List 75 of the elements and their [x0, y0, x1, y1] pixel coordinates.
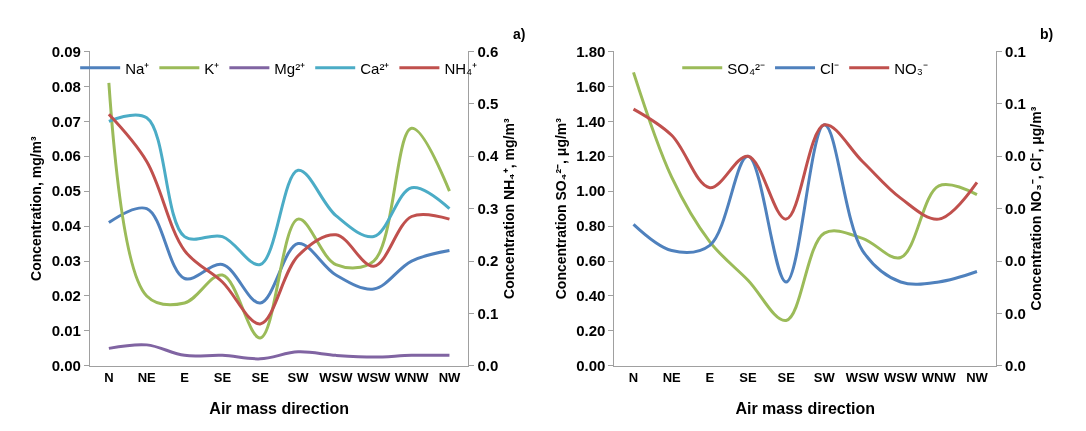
y-tick-label: 0.00: [576, 357, 606, 375]
y-tick-label: 0.08: [51, 77, 81, 95]
y2-tick-label: 0.0: [1005, 199, 1026, 217]
x-tick-label: NW: [966, 370, 989, 386]
y2-axis-title: Concentration NO₃⁻, Cl⁻, μg/m³: [1028, 106, 1045, 311]
y2-tick-label: 0.1: [1005, 95, 1026, 113]
x-tick-label: WNW: [921, 370, 957, 386]
y2-tick-label: 0.0: [1005, 252, 1026, 270]
y2-tick-label: 0.1: [1005, 42, 1026, 60]
y-tick-label: 0.20: [576, 322, 606, 340]
x-tick-label: NW: [438, 370, 462, 386]
y-tick-label: 0.06: [51, 147, 81, 165]
x-axis-title: Air mass direction: [735, 400, 876, 418]
legend-label: SO₄²⁻: [727, 59, 766, 77]
x-tick-label: WSW: [357, 370, 392, 386]
x-tick-label: SW: [287, 370, 310, 386]
x-tick-label: SE: [251, 370, 270, 386]
y2-tick-label: 0.0: [1005, 304, 1026, 322]
text: a): [513, 26, 526, 42]
text: b): [1040, 26, 1054, 42]
y2-tick-label: 0.0: [477, 357, 499, 375]
x-tick-label: SW: [813, 370, 836, 386]
legend-label: NO₃⁻: [894, 59, 928, 77]
y-tick-label: 0.03: [51, 252, 81, 270]
y-axis-title: Concentration SO₄²⁻, μg/m³: [552, 117, 569, 300]
legend-label: Mg²⁺: [274, 59, 306, 77]
line-series: [632, 107, 979, 221]
y-tick-label: 0.07: [51, 112, 81, 130]
y-tick-label: 1.20: [576, 147, 606, 165]
legend-label: Ca²⁺: [360, 59, 390, 77]
x-tick-label: WSW: [845, 370, 880, 386]
x-tick-label: E: [705, 370, 715, 386]
y-axis-title: Concentration, mg/m³: [28, 135, 45, 281]
y2-tick-label: 0.2: [477, 252, 499, 270]
y2-tick-label: 0.3: [477, 199, 499, 217]
x-tick-label: N: [104, 370, 114, 386]
x-tick-label: SE: [739, 370, 757, 386]
x-tick-label: WNW: [394, 370, 430, 386]
legend-label: Cl⁻: [820, 59, 840, 77]
y-tick-label: 1.40: [576, 112, 606, 130]
x-tick-label: NE: [137, 370, 157, 386]
x-tick-label: WSW: [319, 370, 354, 386]
line-series: [107, 343, 451, 361]
x-tick-label: WSW: [884, 370, 918, 386]
line-series: [107, 81, 451, 340]
y-tick-label: 1.80: [576, 42, 606, 60]
y2-tick-label: 0.6: [477, 42, 499, 60]
y2-axis-title: Concentration NH₄⁺, mg/m³: [501, 118, 518, 299]
y-tick-label: 0.60: [576, 252, 606, 270]
y2-tick-label: 0.5: [477, 95, 499, 113]
legend-label: NH₄⁺: [444, 59, 478, 77]
y-tick-label: 0.40: [576, 287, 606, 305]
y-tick-label: 0.05: [51, 182, 81, 200]
y-tick-label: 0.02: [51, 287, 81, 305]
legend-label: Na⁺: [125, 59, 150, 77]
y2-tick-label: 0.1: [477, 304, 499, 322]
y-tick-label: 1.00: [576, 182, 606, 200]
x-tick-label: E: [180, 370, 190, 386]
line-series: [107, 206, 451, 305]
x-axis-title: Air mass direction: [209, 400, 349, 418]
x-tick-label: NE: [662, 370, 682, 386]
y2-tick-label: 0.0: [1005, 357, 1026, 375]
x-tick-label: N: [628, 370, 639, 386]
x-tick-label: SE: [777, 370, 796, 386]
y2-tick-label: 0.0: [1005, 147, 1026, 165]
y-tick-label: 0.01: [51, 322, 81, 340]
y-tick-label: 0.00: [51, 357, 81, 375]
line-series: [107, 112, 451, 326]
y-tick-label: 1.60: [576, 77, 606, 95]
y-tick-label: 0.09: [51, 42, 81, 60]
y-tick-label: 0.04: [51, 217, 82, 235]
x-tick-label: SE: [213, 370, 232, 386]
legend-label: K⁺: [204, 59, 220, 77]
y2-tick-label: 0.4: [477, 147, 499, 165]
y-tick-label: 0.80: [576, 217, 606, 235]
